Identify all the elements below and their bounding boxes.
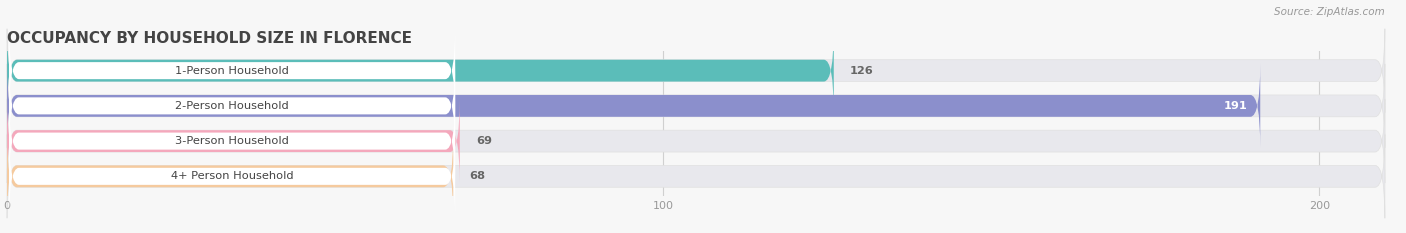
Text: 2-Person Household: 2-Person Household	[176, 101, 290, 111]
Text: 69: 69	[477, 136, 492, 146]
FancyBboxPatch shape	[8, 97, 456, 185]
FancyBboxPatch shape	[7, 134, 1385, 218]
FancyBboxPatch shape	[7, 134, 453, 218]
Text: 191: 191	[1223, 101, 1247, 111]
FancyBboxPatch shape	[8, 26, 456, 115]
FancyBboxPatch shape	[7, 64, 1385, 148]
Text: 126: 126	[851, 66, 875, 76]
Text: 4+ Person Household: 4+ Person Household	[170, 171, 294, 181]
FancyBboxPatch shape	[8, 132, 456, 221]
FancyBboxPatch shape	[7, 99, 460, 183]
Text: Source: ZipAtlas.com: Source: ZipAtlas.com	[1274, 7, 1385, 17]
Text: 1-Person Household: 1-Person Household	[176, 66, 290, 76]
Text: 68: 68	[470, 171, 485, 181]
FancyBboxPatch shape	[7, 64, 1260, 148]
FancyBboxPatch shape	[7, 99, 1385, 183]
FancyBboxPatch shape	[7, 29, 834, 113]
FancyBboxPatch shape	[8, 62, 456, 150]
Text: 3-Person Household: 3-Person Household	[176, 136, 290, 146]
Text: OCCUPANCY BY HOUSEHOLD SIZE IN FLORENCE: OCCUPANCY BY HOUSEHOLD SIZE IN FLORENCE	[7, 31, 412, 46]
FancyBboxPatch shape	[7, 29, 1385, 113]
